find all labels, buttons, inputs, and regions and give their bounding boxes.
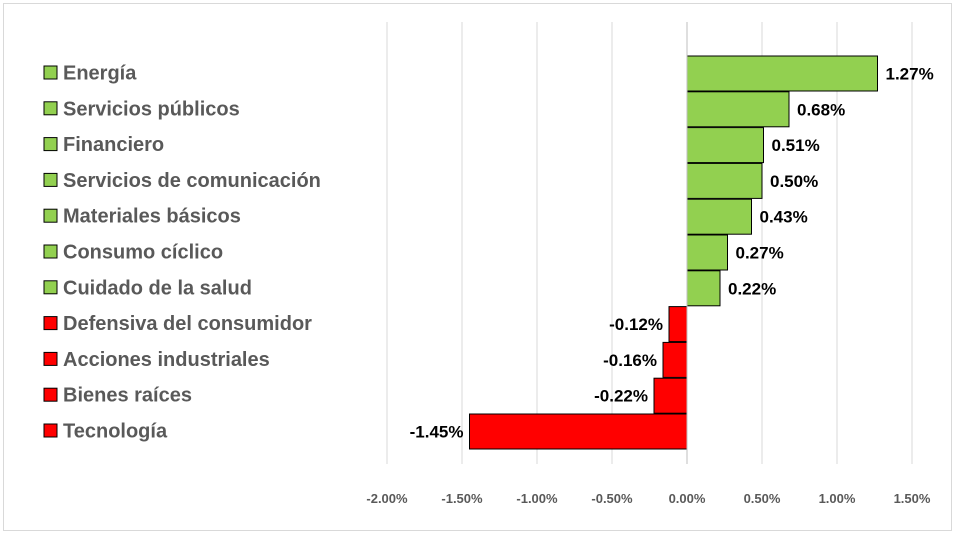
legend-label: Cuidado de la salud [63,277,252,299]
data-label: -0.22% [594,387,648,406]
x-tick-label: -1.50% [441,491,483,506]
bar [686,198,752,235]
bar [653,377,688,414]
data-label: -0.16% [603,351,657,370]
x-tick-label: 1.50% [894,491,931,506]
legend-swatch [43,137,58,152]
x-tick-label: 1.00% [819,491,856,506]
legend-swatch [43,280,58,295]
data-label: 0.50% [770,172,818,191]
bar [469,413,688,450]
x-tick-label: -0.50% [591,491,633,506]
legend-label: Defensiva del consumidor [63,313,312,335]
legend-swatch [43,65,58,80]
bar [668,306,688,343]
bar [686,234,728,271]
legend-swatch [43,101,58,116]
legend-label: Bienes raíces [63,385,192,407]
bar [686,162,763,199]
legend-label: Acciones industriales [63,349,270,371]
legend-label: Financiero [63,134,164,156]
legend-swatch [43,387,58,402]
legend-swatch [43,208,58,223]
legend-label: Materiales básicos [63,206,241,228]
legend-label: Energía [63,63,137,85]
x-tick-label: 0.50% [744,491,781,506]
legend-swatch [43,423,58,438]
data-label: 0.43% [760,208,808,227]
x-tick-label: 0.00% [669,491,706,506]
data-label: -1.45% [410,423,464,442]
legend-swatch [43,316,58,331]
legend-swatch [43,351,58,366]
bar [686,91,790,128]
bar [662,341,688,378]
legend-swatch [43,244,58,259]
bar [686,270,721,307]
x-tick-label: -1.00% [516,491,558,506]
bar [686,55,878,92]
x-tick-label: -2.00% [366,491,408,506]
data-label: 0.22% [728,279,776,298]
legend-swatch [43,172,58,187]
data-label: 0.51% [772,136,820,155]
data-label: -0.12% [609,315,663,334]
data-label: 0.27% [736,244,784,263]
data-label: 0.68% [797,100,845,119]
legend-label: Consumo cíclico [63,242,223,264]
legend-label: Servicios de comunicación [63,170,321,192]
legend-label: Tecnología [63,421,168,443]
bar [686,127,764,164]
data-label: 1.27% [886,65,934,84]
legend-label: Servicios públicos [63,98,240,120]
